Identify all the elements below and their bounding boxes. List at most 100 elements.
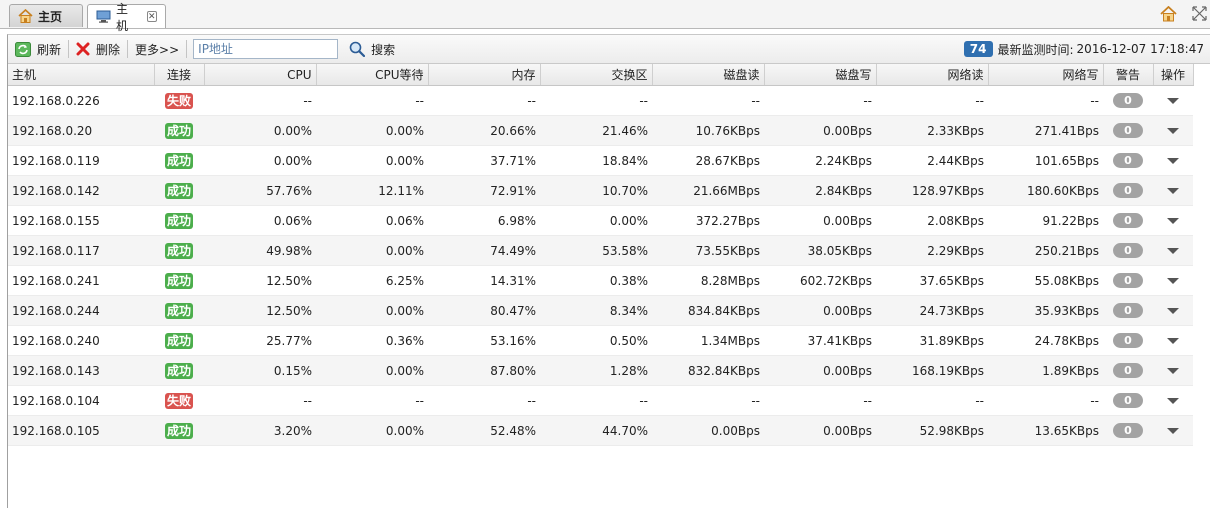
chevron-down-icon[interactable] — [1167, 428, 1179, 434]
chevron-down-icon[interactable] — [1167, 398, 1179, 404]
refresh-button[interactable]: 刷新 — [8, 38, 68, 60]
alert-count-badge[interactable]: 0 — [1113, 333, 1143, 348]
alert-count-badge[interactable]: 0 — [1113, 393, 1143, 408]
net-write-cell: 24.78KBps — [988, 325, 1103, 356]
alert-count-badge[interactable]: 0 — [1113, 243, 1143, 258]
table-row[interactable]: 192.168.0.244 成功 12.50% 0.00% 80.47% 8.34% 834… — [8, 295, 1193, 326]
connection-status-badge: 成功 — [164, 182, 193, 199]
table-row[interactable]: 192.168.0.104 失败 -- -- -- -- -- -- -- -- 0 — [8, 385, 1193, 416]
net-write-cell: 271.41Bps — [988, 115, 1103, 146]
home-button[interactable] — [1160, 5, 1177, 25]
col-net-write[interactable]: 网络写 — [988, 64, 1104, 86]
monitor-icon — [96, 10, 111, 23]
toolbar-divider — [68, 40, 70, 58]
cpu-wait-cell: 12.11% — [316, 175, 428, 206]
tab-home[interactable]: 主页 — [9, 4, 83, 27]
table-row[interactable]: 192.168.0.20 成功 0.00% 0.00% 20.66% 21.46% 10.7… — [8, 115, 1193, 146]
chevron-down-icon[interactable] — [1167, 338, 1179, 344]
table-row[interactable]: 192.168.0.226 失败 -- -- -- -- -- -- -- -- 0 — [8, 85, 1193, 116]
alert-cell: 0 — [1103, 115, 1153, 146]
toolbar-divider — [186, 40, 188, 58]
table-row[interactable]: 192.168.0.142 成功 57.76% 12.11% 72.91% 10.70% 2… — [8, 175, 1193, 206]
disk-read-cell: 372.27Bps — [652, 205, 764, 236]
memory-cell: 74.49% — [428, 235, 540, 266]
chevron-down-icon[interactable] — [1167, 128, 1179, 134]
chevron-down-icon[interactable] — [1167, 278, 1179, 284]
col-net-read[interactable]: 网络读 — [876, 64, 989, 86]
tab-host[interactable]: 主机 ✕ — [87, 2, 166, 33]
chevron-down-icon[interactable] — [1167, 158, 1179, 164]
alert-count-badge[interactable]: 0 — [1113, 423, 1143, 438]
alert-cell: 0 — [1103, 175, 1153, 206]
net-read-cell: 2.29KBps — [876, 235, 988, 266]
table-row[interactable]: 192.168.0.240 成功 25.77% 0.36% 53.16% 0.50% 1.3… — [8, 325, 1193, 356]
chevron-down-icon[interactable] — [1167, 188, 1179, 194]
alert-count-badge[interactable]: 0 — [1113, 303, 1143, 318]
content-frame — [7, 34, 1210, 508]
cpu-wait-cell: -- — [316, 385, 428, 416]
net-read-cell: 168.19KBps — [876, 355, 988, 386]
host-cell: 192.168.0.119 — [8, 145, 154, 176]
cpu-wait-cell: 0.06% — [316, 205, 428, 236]
col-memory[interactable]: 内存 — [428, 64, 541, 86]
alert-count-badge[interactable]: 0 — [1113, 123, 1143, 138]
col-host[interactable]: 主机 — [8, 64, 155, 86]
disk-read-cell: 0.00Bps — [652, 415, 764, 446]
actions-cell — [1153, 385, 1193, 416]
fullscreen-button[interactable] — [1192, 6, 1207, 24]
chevron-down-icon[interactable] — [1167, 98, 1179, 104]
alert-count-badge[interactable]: 0 — [1113, 273, 1143, 288]
connection-status-badge: 成功 — [164, 212, 193, 229]
connection-cell: 失败 — [154, 385, 204, 416]
table-row[interactable]: 192.168.0.143 成功 0.15% 0.00% 87.80% 1.28% 832.… — [8, 355, 1193, 386]
swap-cell: 18.84% — [540, 145, 652, 176]
chevron-down-icon[interactable] — [1167, 218, 1179, 224]
col-connection[interactable]: 连接 — [154, 64, 205, 86]
net-write-cell: 250.21Bps — [988, 235, 1103, 266]
search-button[interactable]: 搜索 — [342, 38, 402, 60]
memory-cell: 14.31% — [428, 265, 540, 296]
table-row[interactable]: 192.168.0.105 成功 3.20% 0.00% 52.48% 44.70% 0.0… — [8, 415, 1193, 446]
cpu-wait-cell: 0.00% — [316, 235, 428, 266]
alert-cell: 0 — [1103, 205, 1153, 236]
disk-write-cell: 38.05KBps — [764, 235, 876, 266]
alert-count-badge[interactable]: 0 — [1113, 93, 1143, 108]
col-alert[interactable]: 警告 — [1103, 64, 1154, 86]
tab-host-label: 主机 — [116, 1, 129, 33]
net-write-cell: 55.08KBps — [988, 265, 1103, 296]
table-header: 主机 连接 CPU CPU等待 内存 交换区 磁盘读 磁盘写 网络读 网络写 警… — [8, 64, 1194, 86]
alert-cell: 0 — [1103, 415, 1153, 446]
table-row[interactable]: 192.168.0.119 成功 0.00% 0.00% 37.71% 18.84% 28.… — [8, 145, 1193, 176]
host-cell: 192.168.0.105 — [8, 415, 154, 446]
alert-count-badge[interactable]: 0 — [1113, 363, 1143, 378]
chevron-down-icon[interactable] — [1167, 248, 1179, 254]
table-row[interactable]: 192.168.0.241 成功 12.50% 6.25% 14.31% 0.38% 8.2… — [8, 265, 1193, 296]
host-cell: 192.168.0.155 — [8, 205, 154, 236]
net-write-cell: -- — [988, 85, 1103, 116]
alert-count-badge[interactable]: 0 — [1113, 153, 1143, 168]
col-cpu[interactable]: CPU — [204, 64, 317, 86]
col-disk-write[interactable]: 磁盘写 — [764, 64, 877, 86]
alert-count-badge[interactable]: 0 — [1113, 183, 1143, 198]
more-button[interactable]: 更多>> — [128, 38, 186, 60]
chevron-down-icon[interactable] — [1167, 368, 1179, 374]
connection-status-badge: 成功 — [164, 422, 193, 439]
close-tab-icon[interactable]: ✕ — [146, 11, 157, 22]
connection-cell: 成功 — [154, 145, 204, 176]
col-swap[interactable]: 交换区 — [540, 64, 653, 86]
net-read-cell: -- — [876, 385, 988, 416]
chevron-down-icon[interactable] — [1167, 308, 1179, 314]
delete-button[interactable]: 删除 — [69, 38, 127, 60]
table-row[interactable]: 192.168.0.155 成功 0.06% 0.06% 6.98% 0.00% 372.2… — [8, 205, 1193, 236]
alert-count-badge[interactable]: 0 — [1113, 213, 1143, 228]
col-disk-read[interactable]: 磁盘读 — [652, 64, 765, 86]
table-row[interactable]: 192.168.0.117 成功 49.98% 0.00% 74.49% 53.58% 73… — [8, 235, 1193, 266]
net-read-cell: 2.33KBps — [876, 115, 988, 146]
connection-status-badge: 成功 — [164, 152, 193, 169]
host-cell: 192.168.0.240 — [8, 325, 154, 356]
ip-address-input[interactable] — [193, 39, 339, 59]
alert-cell: 0 — [1103, 265, 1153, 296]
col-cpu-wait[interactable]: CPU等待 — [316, 64, 429, 86]
memory-cell: 80.47% — [428, 295, 540, 326]
host-cell: 192.168.0.143 — [8, 355, 154, 386]
